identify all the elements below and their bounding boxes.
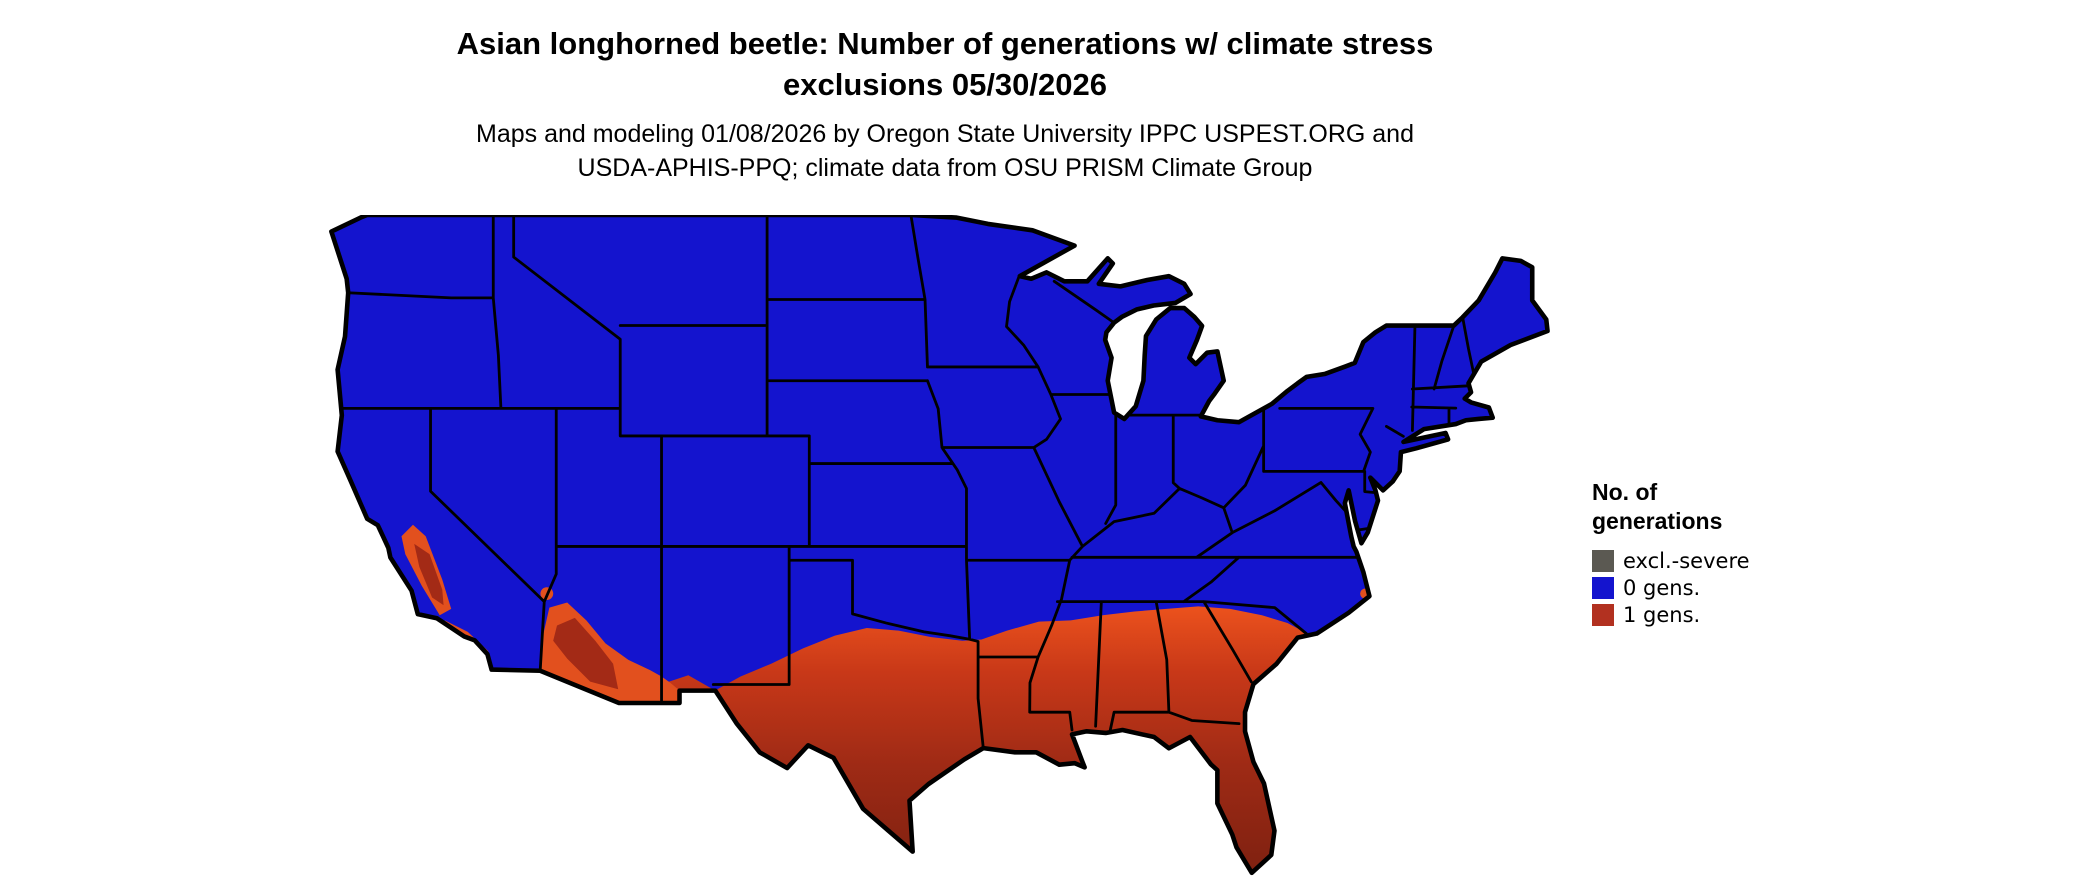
legend-item-0-gens: 0 gens. <box>1592 575 1832 602</box>
legend-items: excl.-severe 0 gens. 1 gens. <box>1592 548 1832 629</box>
state-borders <box>336 215 1475 750</box>
us-outline <box>329 215 1550 876</box>
legend-title-line1: No. of <box>1592 479 1658 505</box>
california-valley-core <box>414 543 444 606</box>
legend-item-excl-severe: excl.-severe <box>1592 548 1832 575</box>
map-subtitle: Maps and modeling 01/08/2026 by Oregon S… <box>0 118 1890 185</box>
excl-severe-label: excl.-severe <box>1623 549 1750 573</box>
zero-gens-label: 0 gens. <box>1623 576 1701 600</box>
zone-0-generations-fill <box>331 215 1548 873</box>
zero-gens-swatch <box>1592 577 1614 599</box>
us-map-svg <box>329 215 1550 876</box>
us-choropleth-map <box>322 215 1562 883</box>
map-title: Asian longhorned beetle: Number of gener… <box>0 24 1890 106</box>
map-title-line1: Asian longhorned beetle: Number of gener… <box>456 26 1434 61</box>
one-gens-label: 1 gens. <box>1623 603 1701 627</box>
arizona-hot-zone-core <box>553 617 619 690</box>
map-legend: No. of generations excl.-severe 0 gens. … <box>1592 478 1832 629</box>
map-subtitle-line1: Maps and modeling 01/08/2026 by Oregon S… <box>476 120 1414 148</box>
map-title-line2: exclusions 05/30/2026 <box>782 66 1107 102</box>
excl-severe-swatch <box>1592 550 1614 572</box>
legend-item-1-gens: 1 gens. <box>1592 602 1832 629</box>
map-subtitle-line2: USDA-APHIS-PPQ; climate data from OSU PR… <box>577 153 1313 182</box>
one-gens-swatch <box>1592 604 1614 626</box>
legend-title: No. of generations <box>1592 478 1832 536</box>
legend-title-line2: generations <box>1592 507 1723 534</box>
map-fill-layer <box>331 215 1548 873</box>
